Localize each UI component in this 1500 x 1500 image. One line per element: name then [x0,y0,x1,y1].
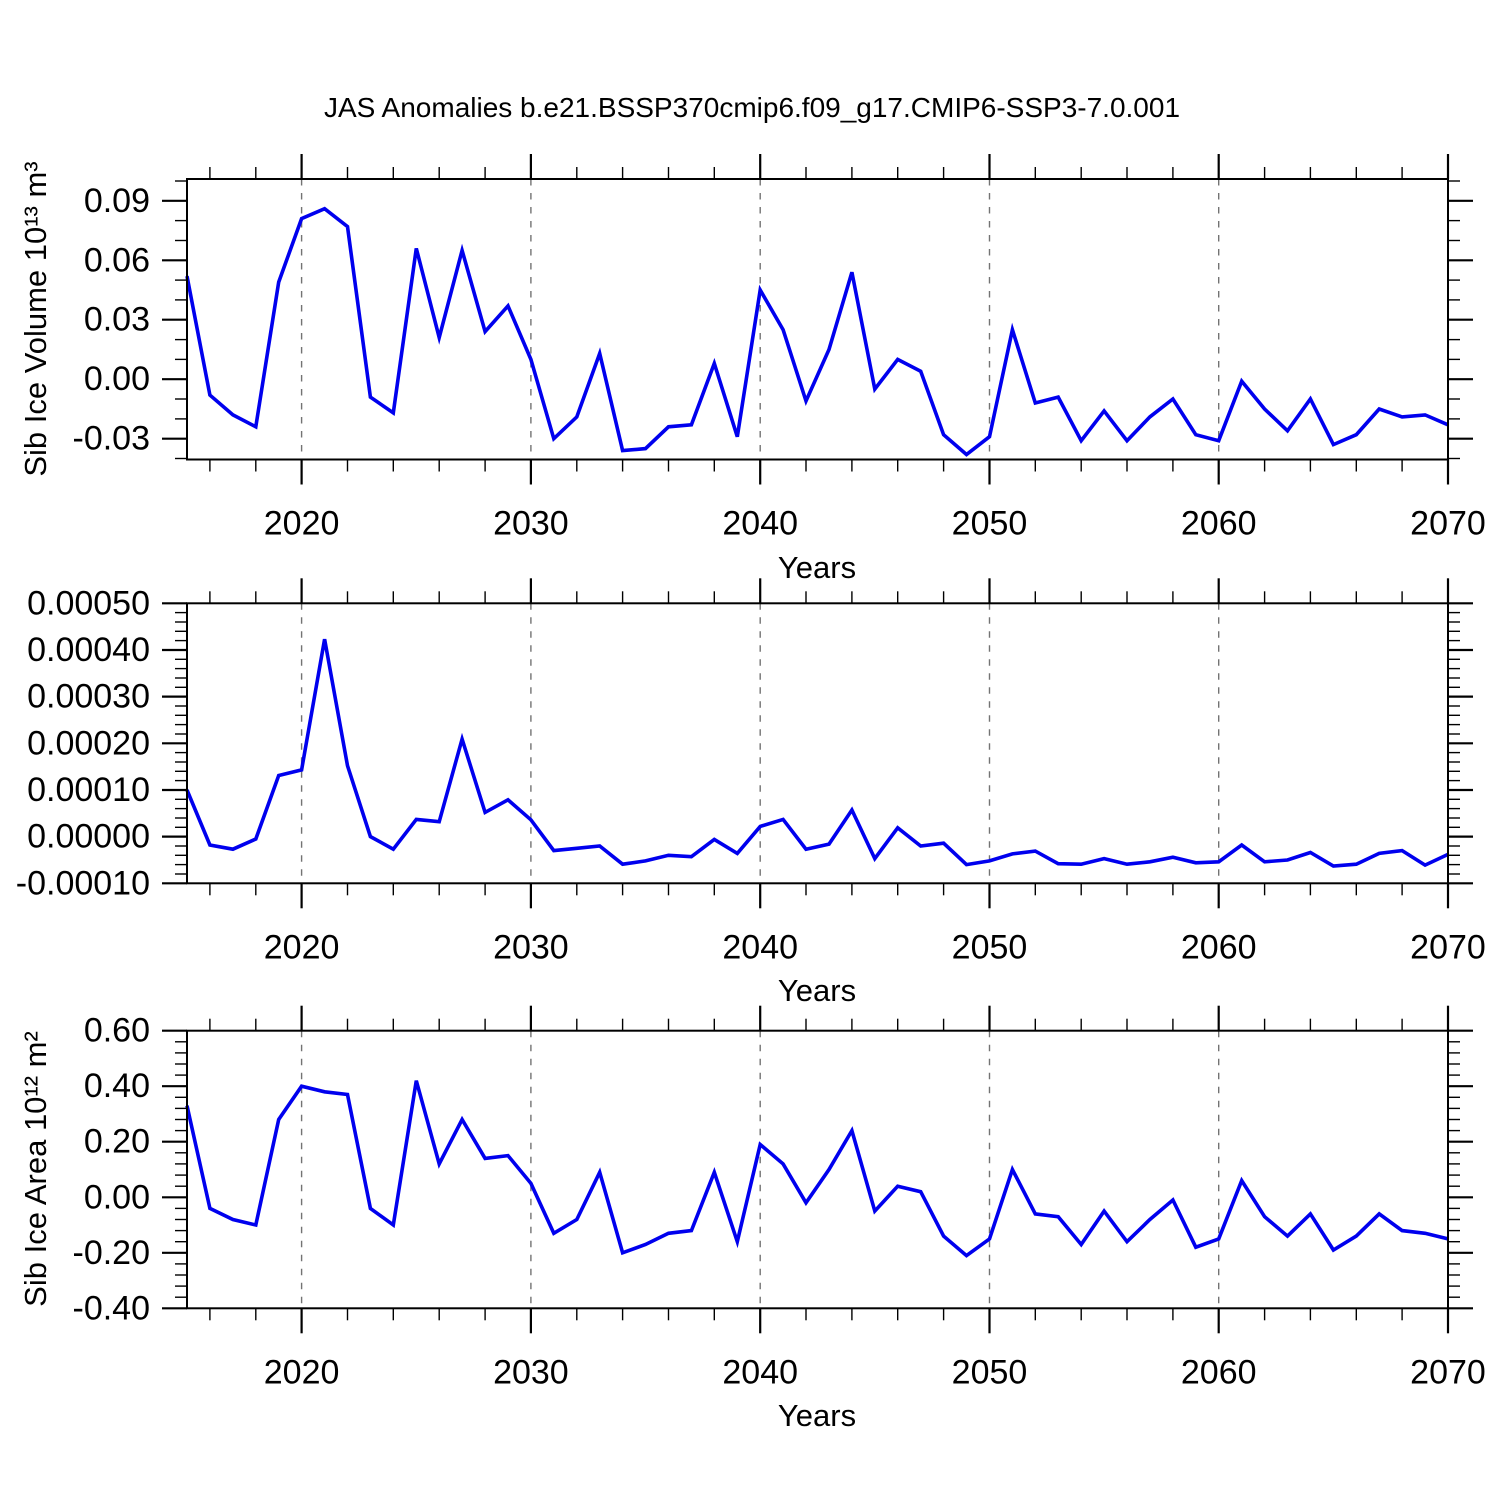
x-tick-label: 2040 [722,928,798,966]
x-tick-label: 2050 [952,1353,1028,1391]
sib-ice-volume-line [185,206,1449,457]
x-tick-label: 2060 [1181,928,1257,966]
y-tick-label: -0.00010 [16,864,150,902]
x-tick-label: 2050 [952,505,1028,543]
y-tick-label: 0.03 [84,301,150,339]
x-tick-label: 2050 [952,928,1028,966]
x-axis-title-panel3: Years [777,1398,857,1433]
x-tick-label: 2060 [1181,505,1257,543]
y-tick-label: 0.00030 [27,678,150,716]
x-tick-label: 2060 [1181,1353,1257,1391]
y-tick-label: 0.00010 [27,771,150,809]
x-tick-label: 2070 [1410,1353,1486,1391]
x-tick-label: 2070 [1410,505,1486,543]
y-tick-label: -0.03 [73,420,151,458]
x-tick-label: 2030 [493,505,569,543]
x-tick-label: 2040 [722,505,798,543]
plot-frame [186,1029,1449,1310]
chart-title: JAS Anomalies b.e21.BSSP370cmip6.f09_g17… [323,92,1181,123]
panel-sib-ice-middle: 2020 2030 2040 2050 2060 2070 0.00050 0.00040 0.… [16,578,1486,966]
sib-ice-middle-line [185,638,1449,868]
y-tick-label: 0.00000 [27,818,150,856]
x-tick-label: 2020 [264,505,340,543]
y-tick-label: -0.40 [73,1289,151,1327]
y-tick-label: 0.40 [84,1067,150,1105]
sib-ice-area-line [185,1080,1449,1258]
y-tick-label: 0.00040 [27,631,150,669]
y-tick-label: 0.20 [84,1123,150,1161]
x-axis-title-panel2: Years [777,973,857,1008]
y-tick-label: -0.20 [73,1234,151,1272]
x-tick-label: 2040 [722,1353,798,1391]
y-tick-label: 0.00020 [27,724,150,762]
panel-sib-ice-volume: 2020 2030 2040 2050 2060 2070 0.09 0.06 0.03 0.00… [73,154,1486,543]
x-tick-label: 2020 [264,1353,340,1391]
y-tick-label: 0.60 [84,1012,150,1050]
x-tick-label: 2020 [264,928,340,966]
x-tick-label: 2070 [1410,928,1486,966]
y-tick-label: 0.00050 [27,584,150,622]
x-tick-label: 2030 [493,1353,569,1391]
x-axis-title-panel1: Years [777,550,857,585]
panel-sib-ice-area: 2020 2030 2040 2050 2060 2070 0.60 0.40 0.20 0.00… [73,1005,1486,1391]
plot-frame [186,178,1449,461]
y-tick-label: 0.00 [84,1178,150,1216]
y-tick-label: 0.09 [84,182,150,220]
x-tick-label: 2030 [493,928,569,966]
y-tick-label: 0.06 [84,241,150,279]
y-tick-label: 0.00 [84,360,150,398]
